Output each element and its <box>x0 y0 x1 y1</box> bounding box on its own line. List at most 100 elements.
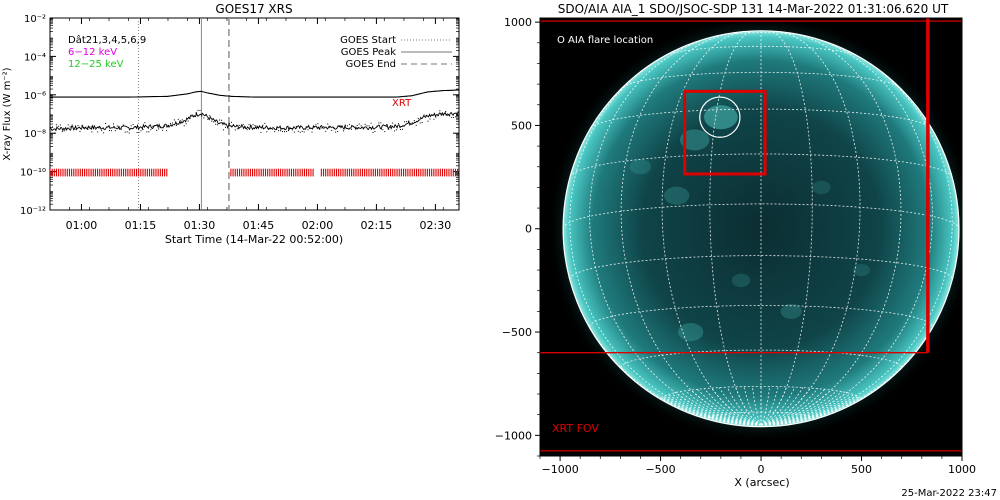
goes-noise-point <box>380 122 382 124</box>
goes-noise-point <box>268 127 270 129</box>
goes-legend-high-energy: 12−25 keV <box>68 59 124 70</box>
goes-noise-point <box>455 116 457 118</box>
goes-x-tick-label: 01:00 <box>66 219 98 232</box>
goes-noise-point <box>266 131 268 133</box>
goes-noise-point <box>401 128 403 130</box>
goes-noise-point <box>425 115 427 117</box>
goes-noise-point <box>311 131 313 133</box>
goes-x-axis-label: Start Time (14-Mar-22 00:52:00) <box>165 233 343 246</box>
goes-noise-point <box>407 120 409 122</box>
goes-noise-point <box>372 131 374 133</box>
aia-x-tick-label: 0 <box>758 463 765 476</box>
goes-noise-point <box>421 121 423 123</box>
goes-noise-point <box>158 128 160 130</box>
goes-noise-point <box>305 126 307 128</box>
active-region-blob <box>731 273 751 288</box>
goes-noise-point <box>75 129 77 131</box>
goes-noise-point <box>126 131 128 133</box>
goes-noise-point <box>317 123 319 125</box>
goes-noise-point <box>162 129 164 131</box>
goes-noise-point <box>429 118 431 120</box>
goes-noise-point <box>409 123 411 125</box>
goes-noise-point <box>382 129 384 131</box>
goes-noise-point <box>67 124 69 126</box>
goes-noise-point <box>65 129 67 131</box>
goes-noise-point <box>248 124 250 126</box>
goes-noise-point <box>282 130 284 132</box>
goes-noise-point <box>156 129 158 131</box>
goes-noise-point <box>325 130 327 132</box>
goes-noise-point <box>215 123 217 125</box>
heliographic-grid-line <box>760 392 848 426</box>
goes-y-tick-label: 10⁻⁶ <box>24 91 46 102</box>
heliographic-grid-line <box>760 387 804 426</box>
xrt-fov-label: XRT FOV <box>552 422 599 435</box>
goes-noise-point <box>228 122 230 124</box>
goes-noise-point <box>390 125 392 127</box>
heliographic-grid-line <box>664 45 858 57</box>
goes-noise-point <box>337 131 339 133</box>
goes-noise-point <box>331 129 333 131</box>
goes-x-tick-label: 02:30 <box>420 219 452 232</box>
heliographic-grid-line <box>661 31 762 426</box>
goes-noise-point <box>69 126 71 128</box>
goes-series-high <box>50 110 459 132</box>
heliographic-grid-line <box>590 108 932 129</box>
goes-noise-point <box>195 112 197 114</box>
goes-noise-point <box>61 131 63 133</box>
goes-noise-point <box>221 119 223 121</box>
goes-noise-point <box>278 130 280 132</box>
disk-active-regions <box>629 105 870 342</box>
goes-noise-point <box>83 126 85 128</box>
goes-noise-point <box>423 114 425 116</box>
goes-noise-point <box>154 125 156 127</box>
goes-noise-point <box>130 125 132 127</box>
goes-noise-point <box>403 121 405 123</box>
aia-x-axis-label: X (arcsec) <box>734 476 789 489</box>
flare-box <box>683 89 767 176</box>
goes-noise-point <box>457 114 459 116</box>
goes-y-tick-label: 10⁻² <box>24 14 46 25</box>
goes-noise-point <box>193 115 195 117</box>
goes-noise-point <box>164 125 166 127</box>
goes-noise-point <box>105 123 107 125</box>
goes-noise-point <box>427 120 429 122</box>
goes-noise-point <box>217 124 219 126</box>
goes-noise-point <box>362 128 364 130</box>
aia-flare-location-marker <box>699 96 741 138</box>
goes-noise-point <box>144 122 146 124</box>
legend-goes-start-label: GOES Start <box>340 35 396 46</box>
goes-noise-point <box>354 126 356 128</box>
goes-noise-point <box>405 121 407 123</box>
goes-noise-point <box>333 127 335 129</box>
goes-noise-point <box>203 117 205 119</box>
goes-noise-point <box>329 127 331 129</box>
aia-image-panel: SDO/AIA AIA_1 SDO/JSOC-SDP 131 14-Mar-20… <box>495 2 976 489</box>
goes-noise-point <box>199 109 201 111</box>
goes-noise-point <box>445 111 447 113</box>
goes-noise-point <box>254 125 256 127</box>
goes-noise-point <box>91 131 93 133</box>
goes-noise-point <box>99 127 101 129</box>
goes-noise-point <box>223 129 225 131</box>
aia-image-title: SDO/AIA AIA_1 SDO/JSOC-SDP 131 14-Mar-20… <box>558 2 949 16</box>
goes-legend-dataset: Dât21,3,4,5,6,9 <box>68 34 146 46</box>
goes-noise-point <box>207 118 209 120</box>
heliographic-grid-line <box>760 31 861 426</box>
goes-noise-point <box>352 125 354 127</box>
goes-noise-point <box>140 130 142 132</box>
goes-noise-point <box>260 131 262 133</box>
goes-noise-point <box>191 114 193 116</box>
goes-noise-point <box>368 125 370 127</box>
heliographic-grid-line <box>711 387 762 426</box>
goes-x-tick-label: 02:00 <box>302 219 334 232</box>
goes-y-axis: 10⁻² 10⁻⁴ 10⁻⁶ 10⁻⁸ 10⁻¹⁰ 10⁻¹² <box>20 14 459 217</box>
goes-noise-point <box>63 130 65 132</box>
goes-noise-point <box>114 130 116 132</box>
xrt-coverage-bars <box>50 168 459 177</box>
goes-noise-point <box>177 118 179 120</box>
goes-noise-point <box>124 131 126 133</box>
goes-noise-point <box>211 120 213 122</box>
goes-noise-point <box>262 124 264 126</box>
